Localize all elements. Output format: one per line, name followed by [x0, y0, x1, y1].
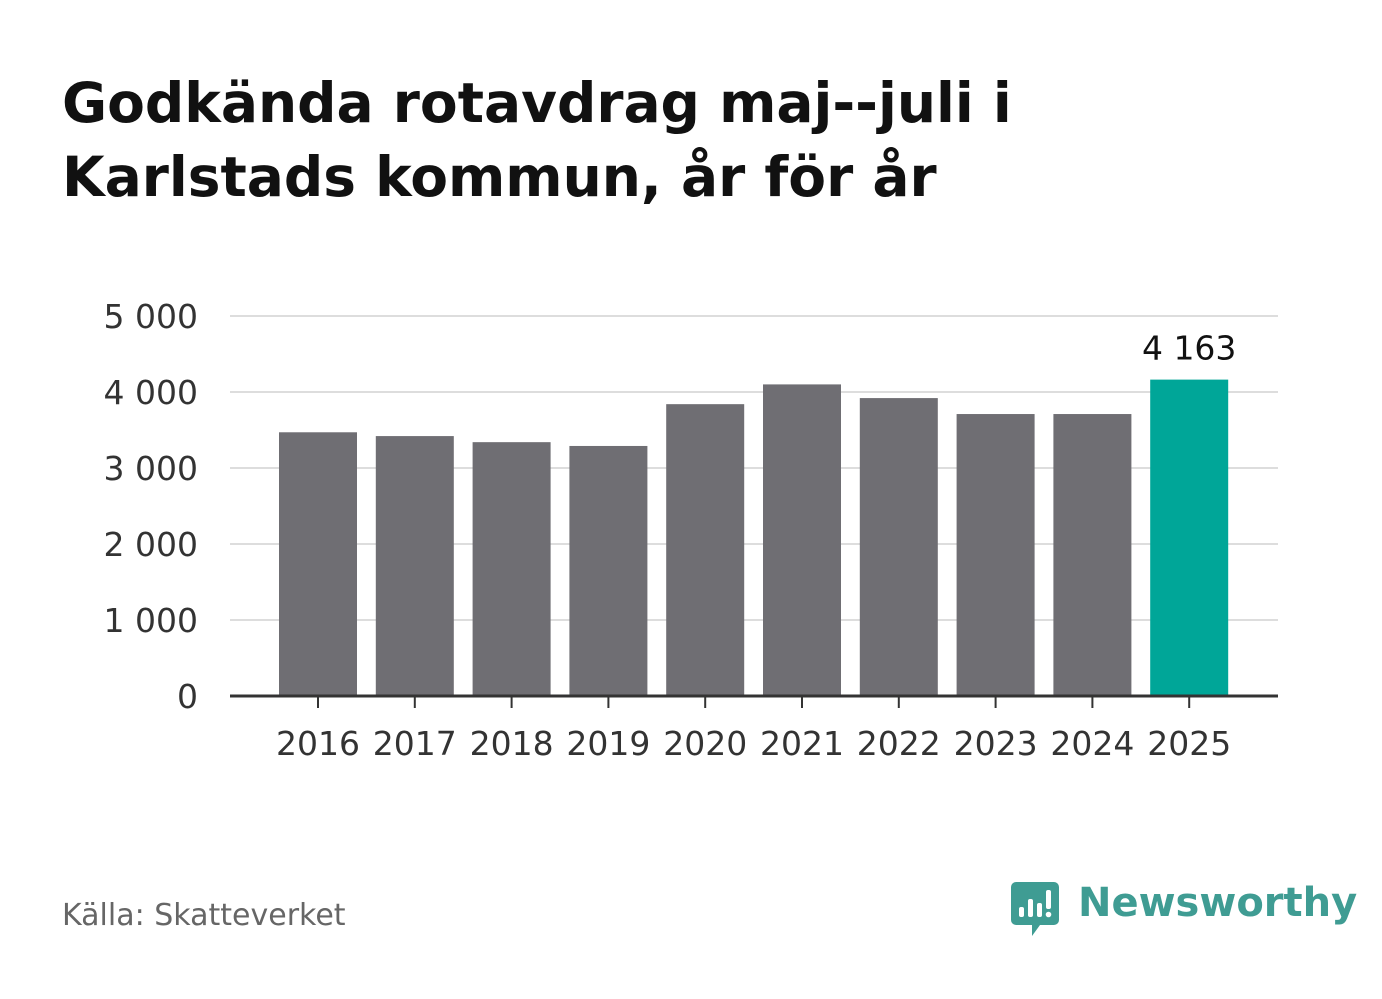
x-tick-label: 2024 — [1050, 724, 1134, 763]
bar-2019 — [569, 445, 648, 696]
x-tick-label: 2021 — [760, 724, 844, 763]
newsworthy-logo: Newsworthy — [1010, 878, 1357, 940]
x-tick-label: 2025 — [1147, 724, 1231, 763]
x-tick-label: 2022 — [857, 724, 941, 763]
x-tick-label: 2016 — [276, 724, 360, 763]
bar-2016 — [279, 432, 357, 696]
data-labels: 4 163 — [1142, 329, 1236, 368]
bars — [279, 379, 1229, 696]
x-tick-labels: 2016 2017 2018 2019 2020 2021 2022 2023 2024 2025 — [276, 724, 1231, 763]
source-note: Källa: Skatteverket — [62, 898, 346, 933]
bar-2021 — [763, 384, 841, 696]
bar-2024 — [1053, 414, 1132, 696]
bar-2025 — [1150, 379, 1229, 696]
bar-2018 — [472, 442, 551, 696]
bar-2022 — [859, 398, 938, 696]
x-axis — [230, 694, 1278, 708]
x-tick-label: 2017 — [373, 724, 457, 763]
chart-title: Godkända rotavdrag maj--juli i Karlstads… — [62, 71, 1012, 209]
y-tick-label: 4 000 — [104, 373, 198, 412]
logo-text: Newsworthy — [1078, 880, 1358, 926]
x-tick-label: 2020 — [663, 724, 747, 763]
y-tick-labels: 0 1 000 2 000 3 000 4 000 5 000 — [104, 297, 198, 716]
x-tick-label: 2019 — [566, 724, 650, 763]
x-tick-label: 2018 — [470, 724, 554, 763]
bar-2020 — [666, 404, 745, 696]
data-label-2025: 4 163 — [1142, 329, 1236, 368]
y-tick-label: 3 000 — [104, 449, 198, 488]
y-tick-label: 0 — [177, 677, 198, 716]
y-tick-label: 2 000 — [104, 525, 198, 564]
bar-2017 — [375, 436, 454, 696]
y-tick-label: 1 000 — [104, 601, 198, 640]
y-tick-label: 5 000 — [104, 297, 198, 336]
newsworthy-logo-icon — [1011, 882, 1059, 936]
bar-2023 — [956, 414, 1035, 696]
x-tick-label: 2023 — [954, 724, 1038, 763]
